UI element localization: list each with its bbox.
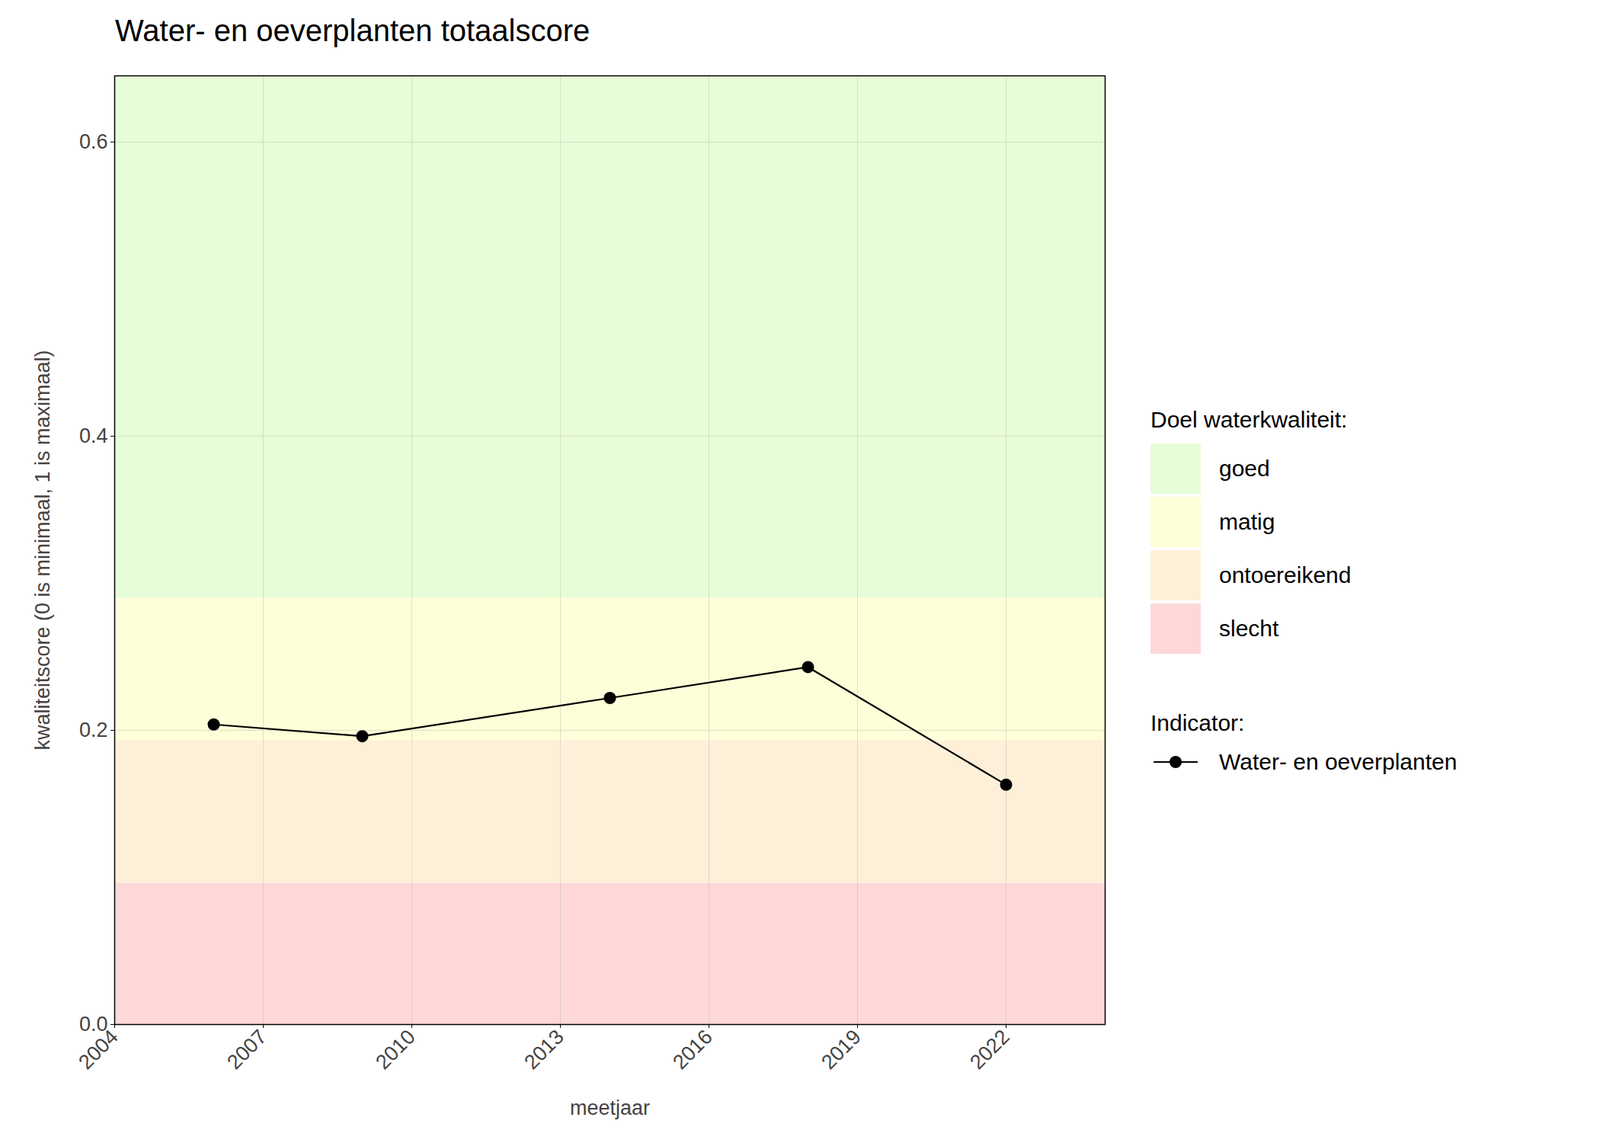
svg-text:kwaliteitscore (0 is minimaal,: kwaliteitscore (0 is minimaal, 1 is maxi… xyxy=(31,349,55,750)
html-text:Water- en oeverplanten totaals: Water- en oeverplanten totaalscore xyxy=(115,13,590,48)
svg-text:2019: 2019 xyxy=(816,1024,866,1074)
svg-text:meetjaar: meetjaar xyxy=(569,1096,650,1120)
html-text:Water- en oeverplanten: Water- en oeverplanten xyxy=(1219,748,1458,775)
svg-text:2022: 2022 xyxy=(965,1024,1015,1074)
html-text:Indicator:: Indicator: xyxy=(1150,710,1245,736)
html-text:goed: goed xyxy=(1219,455,1270,481)
svg-text:2004: 2004 xyxy=(73,1024,123,1074)
svg-text:2013: 2013 xyxy=(519,1024,569,1074)
svg-text:0.4: 0.4 xyxy=(79,424,109,448)
html-text:slecht: slecht xyxy=(1219,615,1279,641)
svg-text:2016: 2016 xyxy=(668,1024,717,1074)
svg-text:2007: 2007 xyxy=(222,1024,272,1074)
svg-text:2010: 2010 xyxy=(371,1024,420,1074)
html-text:ontoereikend: ontoereikend xyxy=(1219,562,1352,588)
html-text:Doel waterkwaliteit:: Doel waterkwaliteit: xyxy=(1150,406,1348,432)
html-text:matig: matig xyxy=(1219,508,1275,535)
svg-text:0.6: 0.6 xyxy=(79,130,109,154)
svg-text:0.2: 0.2 xyxy=(79,718,109,742)
svg-text:0.0: 0.0 xyxy=(79,1012,108,1036)
